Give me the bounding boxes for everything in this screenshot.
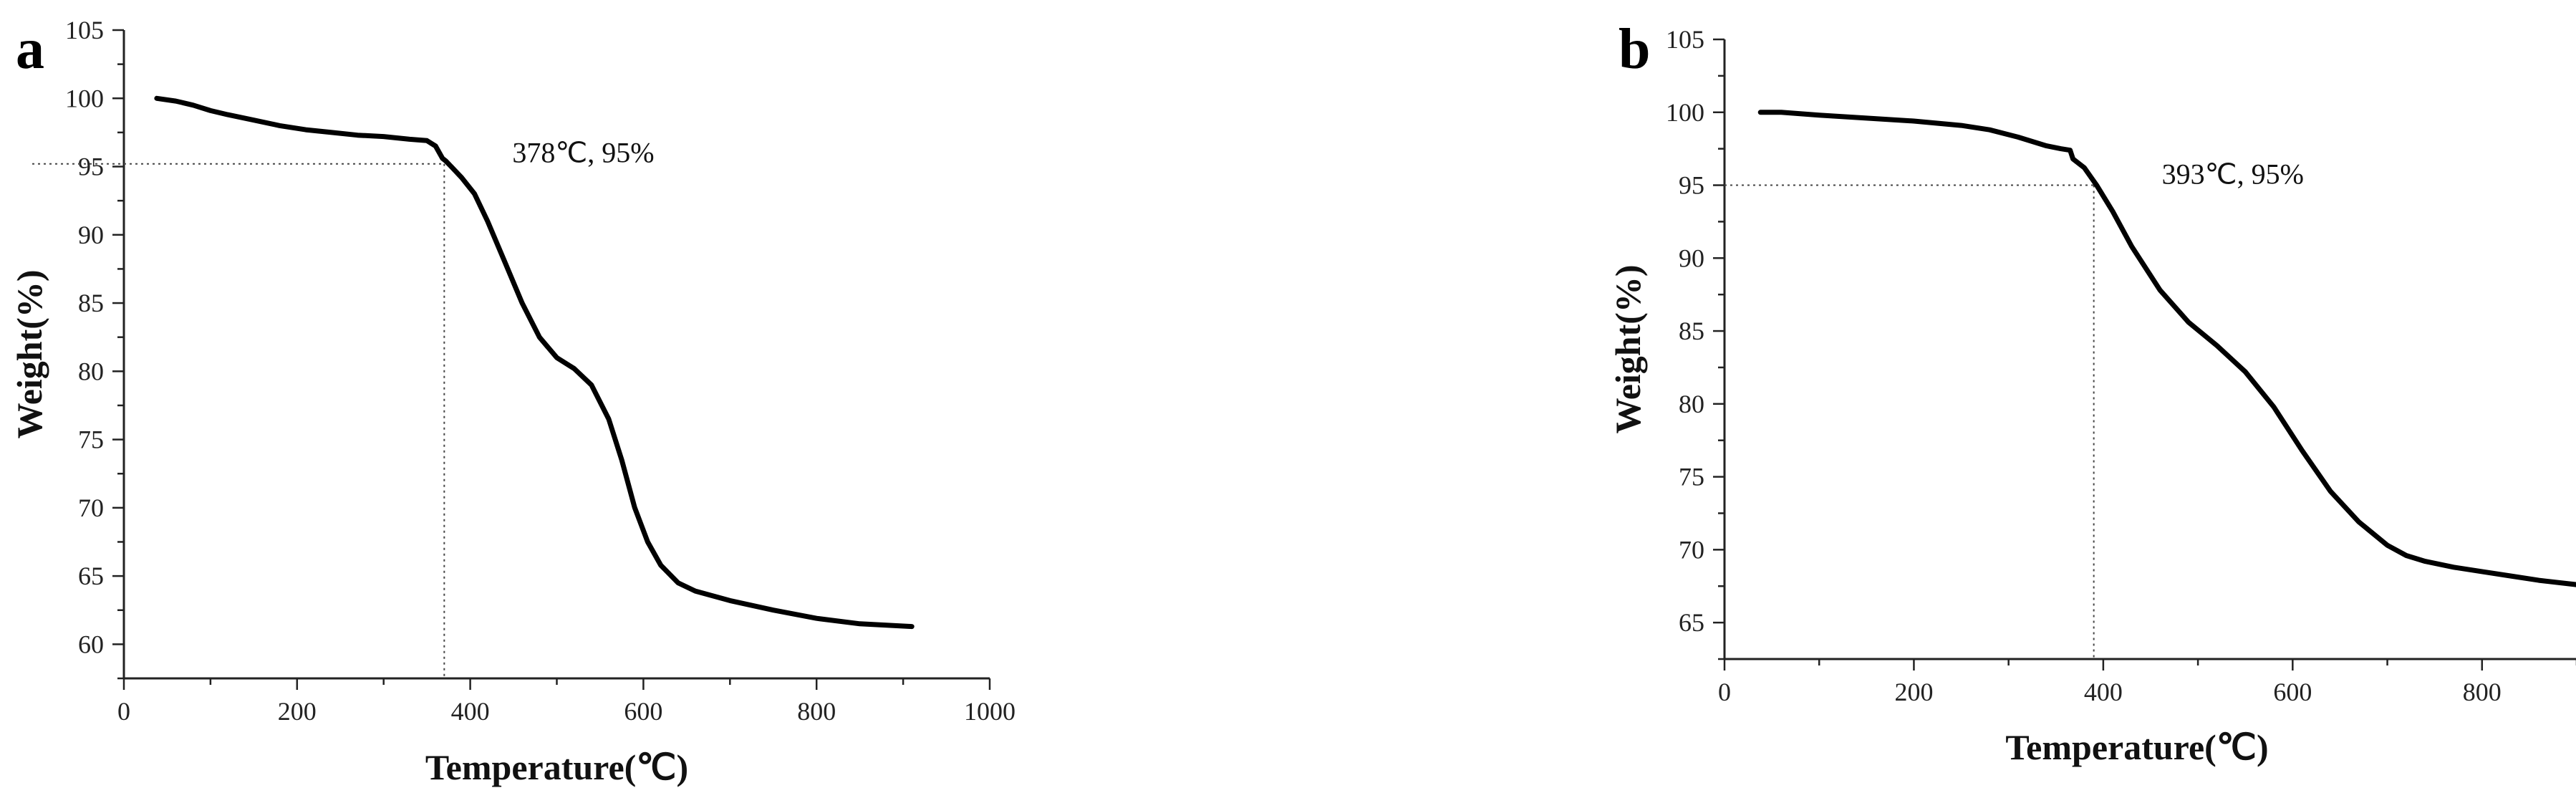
y-tick-label: 105	[1666, 25, 1704, 54]
y-tick-label: 95	[1679, 171, 1704, 200]
y-axis-title: Weight(%)	[1608, 264, 1648, 433]
y-tick-label: 105	[65, 16, 104, 44]
y-tick-label: 70	[78, 494, 104, 522]
y-tick-label: 100	[65, 84, 104, 112]
y-tick-label: 75	[78, 426, 104, 454]
y-tick-label: 100	[1666, 98, 1704, 127]
x-tick-label: 200	[278, 697, 317, 726]
y-tick-label: 95	[78, 153, 104, 181]
panel-a: a 60 65 70 75 80 85 90 95 100 105 0 200 400 600 800 1000…	[9, 16, 1016, 787]
y-tick-label: 75	[1679, 463, 1704, 491]
x-tick-label: 0	[117, 697, 130, 726]
y-tick-label: 80	[1679, 390, 1704, 418]
panel-label: b	[1619, 18, 1651, 81]
y-tick-label: 65	[1679, 608, 1704, 637]
x-tick-label: 800	[797, 697, 836, 726]
panel-label: a	[16, 18, 44, 81]
y-tick-label: 90	[1679, 244, 1704, 272]
y-axis-title: Weight(%)	[9, 269, 49, 438]
y-tick-label: 80	[78, 357, 104, 385]
y-tick-label: 65	[78, 562, 104, 590]
annotation-label: 378℃, 95%	[512, 137, 654, 169]
y-tick-label: 85	[1679, 317, 1704, 345]
x-tick-label: 800	[2463, 678, 2502, 706]
x-tick-label: 400	[451, 697, 490, 726]
panel-b: b 65 70 75 80 85 90 95 100 105 0 200 400 600 800 Temper…	[1608, 18, 2576, 767]
y-tick-label: 85	[78, 289, 104, 317]
tga-curve	[1757, 110, 2576, 587]
y-tick-label: 90	[78, 221, 104, 249]
x-tick-label: 1000	[964, 697, 1016, 726]
x-tick-label: 0	[1718, 678, 1731, 706]
x-tick-label: 600	[2273, 678, 2312, 706]
x-axis-title: Temperature(℃)	[2005, 727, 2268, 767]
y-tick-label: 60	[78, 630, 104, 658]
x-tick-label: 400	[2084, 678, 2123, 706]
x-tick-label: 600	[624, 697, 662, 726]
x-axis-title: Temperature(℃)	[425, 747, 688, 787]
tga-curve	[154, 95, 915, 630]
annotation-label: 393℃, 95%	[2162, 158, 2304, 191]
y-tick-label: 70	[1679, 535, 1704, 564]
x-tick-label: 200	[1894, 678, 1933, 706]
